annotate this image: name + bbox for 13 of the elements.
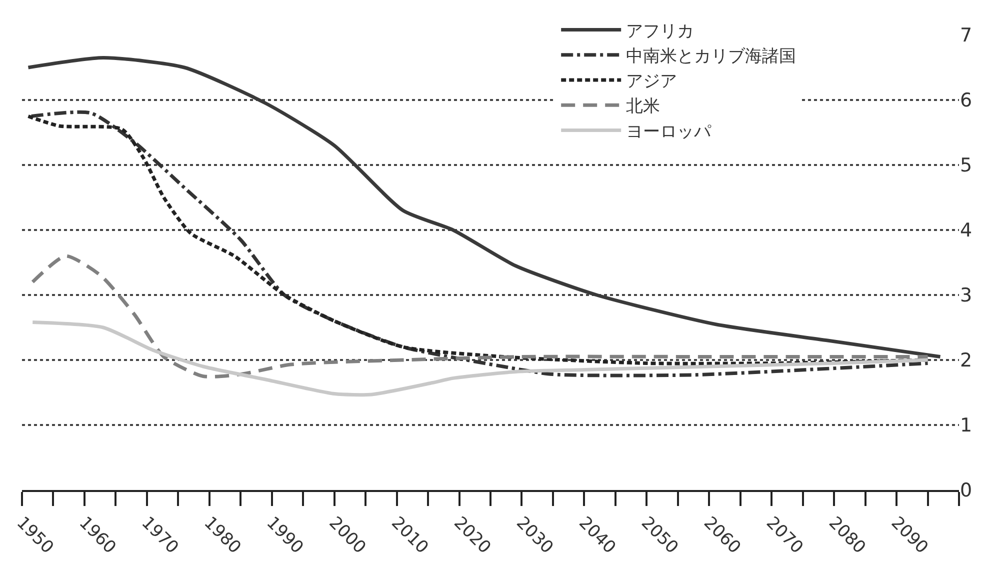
y-tick-label: 1 <box>960 414 972 437</box>
y-tick-label: 7 <box>960 24 972 47</box>
legend-label: アフリカ <box>626 21 694 42</box>
y-tick-label: 5 <box>960 154 972 177</box>
y-tick-label: 2 <box>960 350 972 372</box>
y-tick-label: 0 <box>960 480 972 502</box>
legend-label: 北米 <box>626 96 660 117</box>
legend-label: ヨーロッパ <box>626 122 712 142</box>
legend-label: 中南米とカリブ海諸国 <box>626 46 796 67</box>
y-tick-label: 3 <box>960 284 972 307</box>
y-tick-label: 6 <box>960 90 972 112</box>
y-tick-label: 4 <box>960 220 972 242</box>
legend-label: アジア <box>626 72 678 92</box>
